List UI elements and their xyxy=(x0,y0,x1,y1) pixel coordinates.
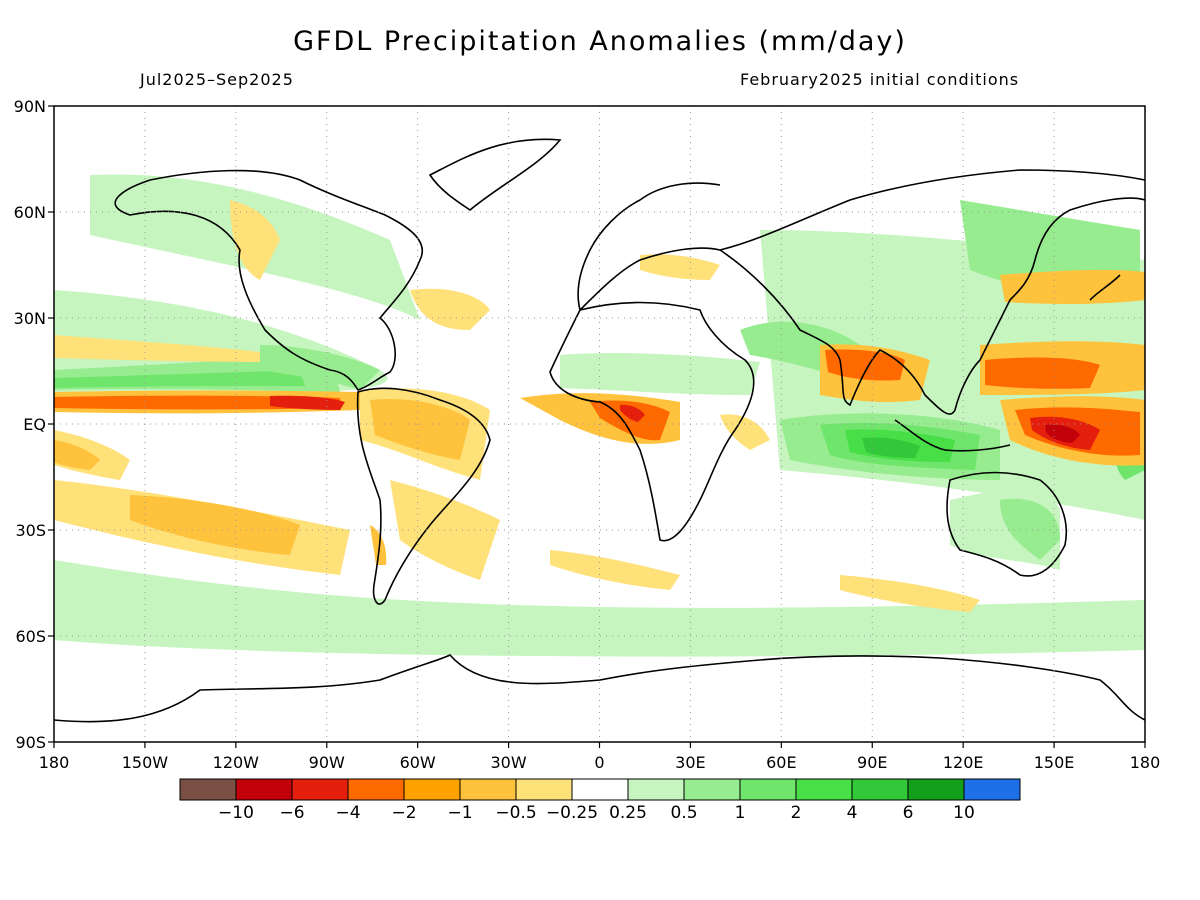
colorbar-label: 4 xyxy=(847,803,858,823)
lon-tick-label: 120E xyxy=(943,753,984,772)
colorbar-label: 2 xyxy=(791,803,802,823)
colorbar-label: −4 xyxy=(335,803,360,823)
colorbar-label: 0.25 xyxy=(609,803,647,823)
axis-ticks: 180 150W 120W 90W 60W 30W 0 30E 60E 90E 120E 150E 18… xyxy=(14,97,1161,772)
lon-tick-label: 60E xyxy=(766,753,796,772)
colorbar-swatch xyxy=(627,778,685,801)
lat-tick-label: 60S xyxy=(15,627,46,646)
colorbar-label: −10 xyxy=(218,803,254,823)
lon-tick-label: 30E xyxy=(675,753,705,772)
colorbar-swatch xyxy=(851,778,909,801)
colorbar-label: −1 xyxy=(447,803,472,823)
colorbar-swatch xyxy=(179,778,237,801)
lon-tick-label: 120W xyxy=(213,753,260,772)
colorbar-swatch xyxy=(515,778,573,801)
map-title: GFDL Precipitation Anomalies (mm/day) xyxy=(293,26,907,57)
lon-tick-label: 90W xyxy=(309,753,345,772)
colorbar-swatch xyxy=(291,778,349,801)
lat-tick-label: 60N xyxy=(14,203,46,222)
lon-tick-label: 150E xyxy=(1034,753,1075,772)
colorbar-swatch xyxy=(571,778,629,801)
lat-tick-label: 90N xyxy=(14,97,46,116)
colorbar-swatch xyxy=(347,778,405,801)
colorbar-label: −0.5 xyxy=(495,803,536,823)
lon-tick-label: 150W xyxy=(122,753,169,772)
colorbar-swatch xyxy=(459,778,517,801)
colorbar-label: −0.25 xyxy=(546,803,598,823)
colorbar-label: 1 xyxy=(735,803,746,823)
colorbar: −10 −6 −4 −2 −1 −0.5 −0.25 0.25 0.5 1 2 4 6 10 xyxy=(179,778,1021,823)
lon-tick-label: 30W xyxy=(490,753,526,772)
colorbar-swatch xyxy=(683,778,741,801)
colorbar-label: −2 xyxy=(391,803,416,823)
colorbar-label: 6 xyxy=(903,803,914,823)
colorbar-swatch xyxy=(907,778,965,801)
anomaly-field xyxy=(54,174,1145,657)
colorbar-swatch xyxy=(235,778,293,801)
colorbar-swatch xyxy=(739,778,797,801)
lat-tick-label: 30N xyxy=(14,309,46,328)
colorbar-swatch xyxy=(963,778,1021,801)
lat-tick-label: 90S xyxy=(15,733,46,752)
lon-tick-label: 60W xyxy=(400,753,436,772)
forecast-period: Jul2025–Sep2025 xyxy=(140,70,294,89)
colorbar-swatch xyxy=(795,778,853,801)
colorbar-swatch xyxy=(403,778,461,801)
lon-tick-label: 180 xyxy=(1130,753,1161,772)
colorbar-label: −6 xyxy=(279,803,304,823)
colorbar-label: 10 xyxy=(953,803,975,823)
colorbar-label: 0.5 xyxy=(670,803,697,823)
lon-tick-label: 180 xyxy=(39,753,70,772)
lon-tick-label: 90E xyxy=(857,753,887,772)
lon-tick-label: 0 xyxy=(594,753,604,772)
initial-conditions-label: February2025 initial conditions xyxy=(740,70,1020,89)
lat-tick-label: 30S xyxy=(15,521,46,540)
graticule xyxy=(54,106,1145,742)
lat-tick-label: EQ xyxy=(23,415,46,434)
coastlines xyxy=(54,138,1145,723)
